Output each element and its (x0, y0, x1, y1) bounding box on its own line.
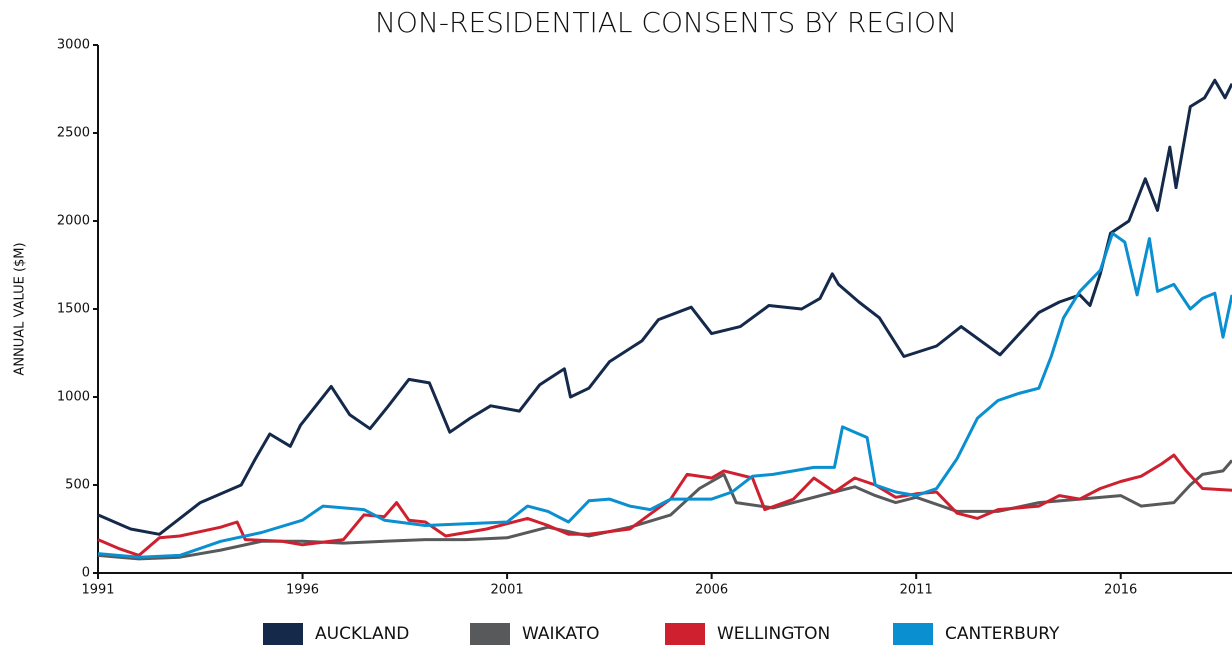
series-line (97, 459, 1232, 561)
y-tick-label: 2000 (57, 214, 90, 229)
x-tick-label: 2006 (695, 583, 728, 598)
legend-swatch (470, 623, 510, 645)
x-tick-label: 2016 (1104, 583, 1137, 598)
legend-swatch (263, 623, 303, 645)
legend-label: WAIKATO (522, 624, 599, 644)
y-tick-label: 3000 (57, 38, 90, 53)
y-tick-label: 1000 (57, 390, 90, 405)
chart-title: NON-RESIDENTIAL CONSENTS BY REGION (375, 6, 957, 39)
legend-label: CANTERBURY (945, 624, 1060, 644)
x-tick-label: 2011 (900, 583, 933, 598)
series-line (97, 78, 1232, 536)
legend-swatch (665, 623, 705, 645)
y-tick-label: 500 (65, 478, 90, 493)
x-tick-label: 1991 (81, 583, 114, 598)
legend-label: WELLINGTON (717, 624, 830, 644)
x-tick-label: 2001 (491, 583, 524, 598)
legend-label: AUCKLAND (315, 624, 409, 644)
series-line (97, 231, 1232, 559)
series-line (97, 453, 1232, 557)
y-tick-label: 0 (82, 566, 90, 581)
y-axis-label: ANNUAL VALUE ($M) (13, 242, 28, 375)
x-tick-label: 1996 (286, 583, 319, 598)
y-tick-label: 2500 (57, 126, 90, 141)
legend-swatch (893, 623, 933, 645)
y-tick-label: 1500 (57, 302, 90, 317)
